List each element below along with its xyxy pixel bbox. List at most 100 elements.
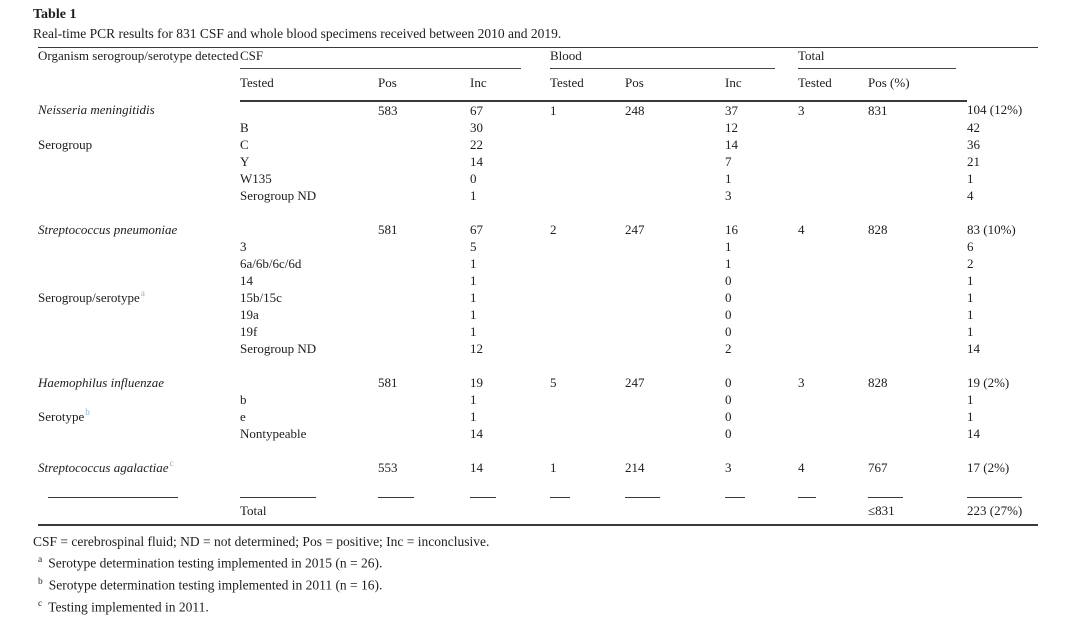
value-cell: 0 <box>725 409 732 424</box>
value-cell: 1 <box>967 324 974 339</box>
value-cell: 67 <box>470 222 483 237</box>
value-cell <box>378 153 470 170</box>
value-cell: 0 <box>470 171 477 186</box>
data-row: Nontypeable 14 0 14 <box>38 425 1038 442</box>
value-cell <box>625 153 725 170</box>
organism-label: Haemophilus influenzae <box>38 375 165 390</box>
value-cell: 3 <box>725 188 732 203</box>
value-cell <box>868 136 967 153</box>
serogroup-serotype-cell: 3 <box>240 239 247 254</box>
organism-label-cell: Streptococcus pneumoniae <box>38 221 240 238</box>
data-row: Serotypeb e 1 0 1 <box>38 406 1038 425</box>
value-cell: 553 <box>378 460 398 475</box>
sum-rule <box>240 497 316 498</box>
value-cell <box>625 408 725 425</box>
value-cell: 1 <box>470 324 477 339</box>
value-cell: 1 <box>550 103 557 118</box>
value-cell: 581 <box>378 375 398 390</box>
value-cell: 0 <box>725 324 732 339</box>
value-cell <box>868 119 967 136</box>
column-header-csf-tested: Tested <box>240 69 378 102</box>
data-row: 19f 1 0 1 <box>38 323 1038 340</box>
value-cell: 14 <box>470 154 483 169</box>
value-cell <box>798 425 868 442</box>
value-cell: 1 <box>470 256 477 271</box>
value-cell: 1 <box>967 392 974 407</box>
value-cell: 2 <box>725 341 732 356</box>
organism-label-cell <box>38 340 240 357</box>
value-cell <box>378 255 470 272</box>
spacer-cell <box>38 476 1038 493</box>
footnote-c-marker: c <box>38 599 43 609</box>
organism-label-cell <box>38 170 240 187</box>
value-cell <box>868 425 967 442</box>
value-cell: 1 <box>967 171 974 186</box>
value-cell <box>550 136 625 153</box>
value-cell: 104 (12%) <box>967 102 1023 117</box>
value-cell <box>550 323 625 340</box>
value-cell <box>868 391 967 408</box>
value-cell: 831 <box>868 103 888 118</box>
value-cell <box>550 306 625 323</box>
value-cell <box>868 340 967 357</box>
organism-label-cell <box>38 153 240 170</box>
footnote-b-marker: b <box>38 577 43 587</box>
value-cell: 214 <box>625 460 645 475</box>
serogroup-serotype-cell <box>240 374 378 391</box>
value-cell <box>550 238 625 255</box>
sum-rule <box>378 497 414 498</box>
value-cell: 1 <box>550 460 557 475</box>
total-pos-cell: 223 (27%) <box>967 493 1038 525</box>
value-cell: 1 <box>967 307 974 322</box>
value-cell <box>625 119 725 136</box>
value-cell <box>868 153 967 170</box>
abbreviations-note: CSF = cerebrospinal fluid; ND = not dete… <box>33 534 490 549</box>
serogroup-serotype-cell <box>240 101 378 119</box>
column-header-blood-inc: Inc <box>725 69 799 102</box>
total-rule-cell <box>38 493 240 525</box>
value-cell <box>798 408 868 425</box>
csf-group-label: CSF <box>240 48 522 69</box>
data-row: Serogroup/serotypea 15b/15c 1 0 1 <box>38 287 1038 306</box>
data-row: 6a/6b/6c/6d 1 1 2 <box>38 255 1038 272</box>
value-cell: 5 <box>470 239 477 254</box>
sub-header-row: Tested Pos Inc Tested Pos Inc Tested Pos… <box>38 69 1038 102</box>
organism-label-cell <box>38 425 240 442</box>
sum-rule <box>550 497 571 498</box>
value-cell <box>550 255 625 272</box>
value-cell: 67 <box>470 103 483 118</box>
serogroup-serotype-cell: 6a/6b/6c/6d <box>240 256 302 271</box>
organism-label-cell <box>38 323 240 340</box>
serogroup-serotype-cell: 19f <box>240 324 258 339</box>
data-row: Y 14 7 21 <box>38 153 1038 170</box>
value-cell: 247 <box>625 222 645 237</box>
serogroup-serotype-cell: Serogroup ND <box>240 188 317 203</box>
footnote-marker-link[interactable]: a <box>140 287 145 298</box>
total-rule-cell <box>378 493 470 525</box>
value-cell: 37 <box>725 103 739 118</box>
value-cell <box>868 323 967 340</box>
value-cell: 4 <box>967 188 974 203</box>
serogroup-serotype-cell: Nontypeable <box>240 426 307 441</box>
footnote-marker-link[interactable]: c <box>169 457 174 468</box>
column-header-total-tested: Tested <box>798 69 869 102</box>
total-rule-cell <box>725 493 798 525</box>
data-row: W135 0 1 1 <box>38 170 1038 187</box>
value-cell <box>625 323 725 340</box>
value-cell: 1 <box>725 171 732 186</box>
footnote-marker-link[interactable]: b <box>85 406 90 417</box>
organism-label-cell: Streptococcus agalactiaec <box>38 457 240 476</box>
organism-label: Serogroup/serotype <box>38 290 140 305</box>
value-cell <box>550 187 625 204</box>
value-cell <box>798 391 868 408</box>
value-cell: 17 (2%) <box>967 460 1010 475</box>
value-cell <box>378 170 470 187</box>
column-header-organism: Organism serogroup/serotype detected <box>38 48 239 63</box>
value-cell: 1 <box>470 188 477 203</box>
serogroup-serotype-cell <box>240 459 378 476</box>
footnote-c: c Testing implemented in 2011. <box>33 595 1080 617</box>
footnote-a-text: Serotype determination testing implement… <box>48 555 383 571</box>
sum-rule <box>48 497 178 498</box>
data-row: B 30 12 42 <box>38 119 1038 136</box>
value-cell <box>798 238 868 255</box>
